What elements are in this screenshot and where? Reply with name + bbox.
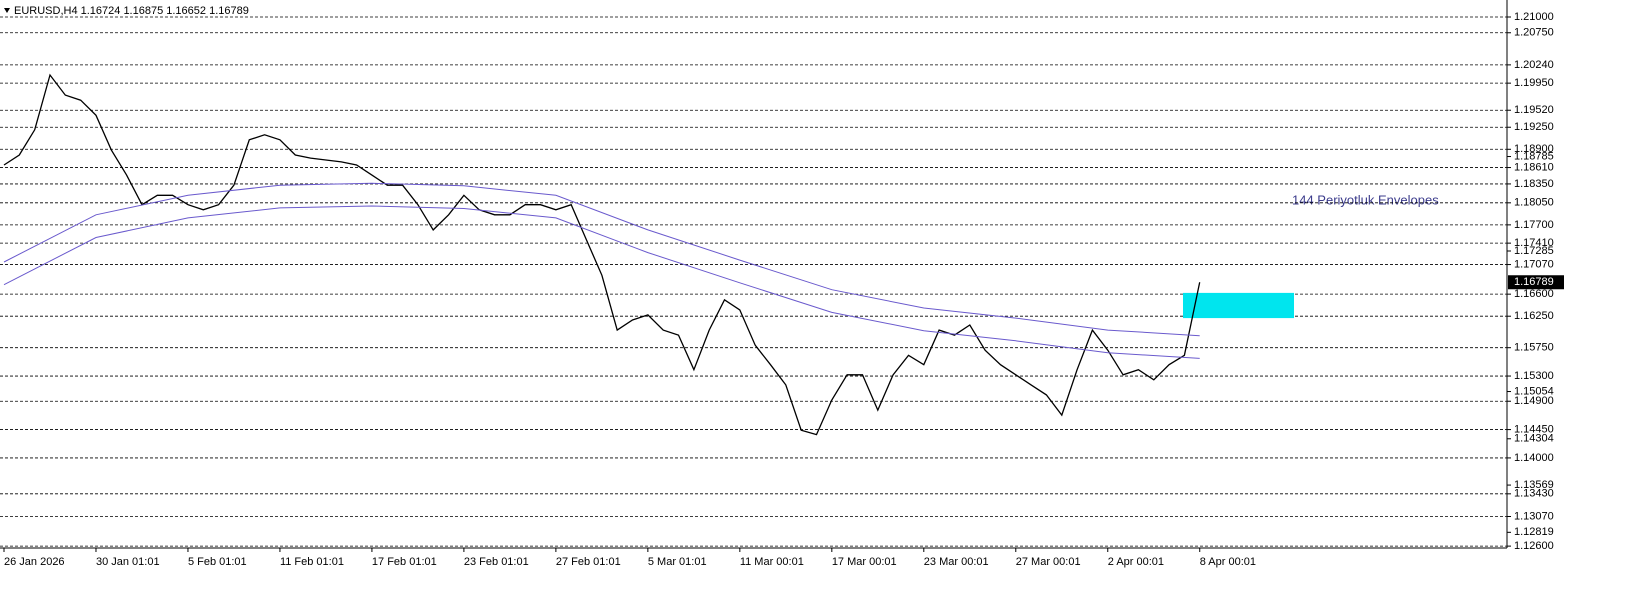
y-tick-label: 1.14900 — [1514, 395, 1554, 407]
y-tick-label: 1.13569 — [1514, 479, 1554, 491]
x-tick-label: 27 Mar 00:01 — [1016, 556, 1081, 568]
y-tick-label: 1.17410 — [1514, 237, 1554, 249]
price-line — [3, 73, 1201, 436]
chart-title: EURUSD,H4 1.16724 1.16875 1.16652 1.1678… — [14, 5, 249, 17]
y-tick-label: 1.15750 — [1514, 342, 1554, 354]
y-tick-label: 1.16600 — [1514, 288, 1554, 300]
x-tick-label: 26 Jan 2026 — [4, 556, 65, 568]
y-tick-label: 1.19250 — [1514, 121, 1554, 133]
y-tick-label: 1.14450 — [1514, 423, 1554, 435]
x-tick-label: 23 Mar 00:01 — [924, 556, 989, 568]
y-tick-label: 1.18900 — [1514, 143, 1554, 155]
envelope-line — [3, 182, 1200, 337]
menu-triangle[interactable] — [4, 8, 10, 13]
y-tick-label: 1.12600 — [1514, 540, 1554, 552]
zone — [1183, 292, 1294, 319]
x-tick-label: 11 Feb 01:01 — [280, 556, 344, 568]
y-tick-label: 1.19520 — [1514, 104, 1554, 116]
y-tick-label: 1.20750 — [1514, 27, 1554, 39]
x-tick-label: 5 Feb 01:01 — [188, 556, 247, 568]
y-tick-label: 1.12819 — [1514, 526, 1554, 538]
x-tick-label: 8 Apr 00:01 — [1200, 556, 1256, 568]
y-tick-label: 1.18610 — [1514, 161, 1554, 173]
x-tick-label: 2 Apr 00:01 — [1108, 556, 1164, 568]
y-tick-label: 1.17070 — [1514, 258, 1554, 270]
y-tick-label: 1.15300 — [1514, 370, 1554, 382]
x-tick-label: 5 Mar 01:01 — [648, 556, 707, 568]
y-tick-label: 1.20240 — [1514, 59, 1554, 71]
current-price-label: 1.16789 — [1514, 276, 1554, 288]
y-tick-label: 1.13430 — [1514, 488, 1554, 500]
current-price-box — [1508, 275, 1564, 290]
y-tick-label: 1.19950 — [1514, 77, 1554, 89]
envelope-line — [3, 205, 1200, 359]
y-tick-label: 1.17700 — [1514, 219, 1554, 231]
x-tick-label: 23 Feb 01:01 — [464, 556, 529, 568]
y-tick-label: 1.18350 — [1514, 178, 1554, 190]
x-tick-label: 17 Feb 01:01 — [372, 556, 437, 568]
y-tick-label: 1.17285 — [1514, 245, 1554, 257]
x-tick-label: 17 Mar 00:01 — [832, 556, 897, 568]
y-tick-label: 1.18050 — [1514, 197, 1554, 209]
y-tick-label: 1.21000 — [1514, 11, 1554, 23]
y-tick-label: 1.14000 — [1514, 452, 1554, 464]
indicator-label: 144 Periyotluk Envelopes — [1292, 192, 1439, 207]
y-tick-label: 1.15054 — [1514, 385, 1554, 397]
y-tick-label: 1.14304 — [1514, 433, 1554, 445]
y-tick-label: 1.13070 — [1514, 510, 1554, 522]
x-tick-label: 11 Mar 00:01 — [740, 556, 804, 568]
x-tick-label: 30 Jan 01:01 — [96, 556, 160, 568]
y-tick-label: 1.18785 — [1514, 150, 1554, 162]
y-tick-label: 1.16250 — [1514, 310, 1554, 322]
x-tick-label: 27 Feb 01:01 — [556, 556, 621, 568]
